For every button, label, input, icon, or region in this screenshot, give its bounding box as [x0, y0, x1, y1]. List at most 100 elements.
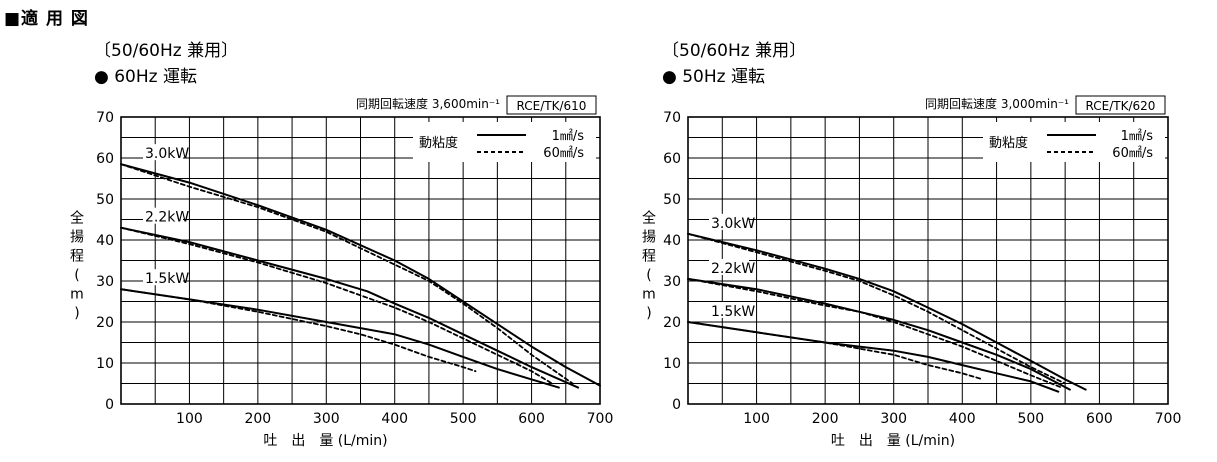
- model-label: RCE/TK/620: [1086, 99, 1156, 113]
- y-tick-label: 60: [663, 151, 681, 167]
- series-line-3-0kw-solid: [687, 232, 1087, 391]
- chart-1-note: 〔50/60Hz 兼用〕: [94, 41, 239, 61]
- chart-title: 同期回転速度 3,000min⁻¹: [925, 96, 1069, 111]
- chart-1: 0 10 20 30 40 50 60 70 100 200 300 400 500 600 700 吐 出 …: [70, 95, 614, 449]
- chart-legend: 動粘度 1㎟/s 60㎟/s: [413, 122, 596, 162]
- y-tick-label: 20: [96, 315, 114, 331]
- chart-legend: 動粘度 1㎟/s 60㎟/s: [983, 122, 1165, 162]
- x-tick-label: 400: [381, 411, 408, 427]
- y-axis-label-char: 程: [70, 249, 84, 265]
- y-axis-label-char: 全: [642, 210, 656, 227]
- x-tick-label: 600: [518, 411, 545, 427]
- x-tick-label: 600: [1086, 411, 1113, 427]
- series-line-3-0kw-solid: [120, 163, 601, 387]
- model-box: [1075, 95, 1166, 115]
- model-box: [506, 95, 597, 115]
- y-axis-label-char: (: [646, 268, 651, 284]
- series-line-3-0kw-dashed: [687, 232, 1066, 385]
- y-tick-label: 50: [96, 192, 114, 208]
- series-line-2-2kw-dashed: [687, 278, 1063, 389]
- y-axis-label-char: 揚: [642, 229, 656, 246]
- series-label-bg: [709, 213, 749, 230]
- y-tick-label: 10: [663, 356, 681, 372]
- x-axis-label: 吐 出 量 (L/min): [263, 433, 387, 449]
- y-axis-label-char: 程: [642, 249, 656, 265]
- series-label-3-0kw: 3.0kW: [711, 216, 755, 232]
- chart-series: [120, 163, 601, 389]
- y-axis-label-char: m: [70, 287, 84, 303]
- x-tick-label: 300: [880, 411, 907, 427]
- chart-2-note: 〔50/60Hz 兼用〕: [662, 41, 807, 61]
- y-axis-label-char: 全: [70, 210, 84, 227]
- series-label-2-2kw: 2.2kW: [145, 210, 189, 226]
- chart-title: 同期回転速度 3,600min⁻¹: [356, 96, 500, 111]
- x-tick-label: 400: [949, 411, 976, 427]
- page-title: ■適 用 図: [4, 9, 89, 29]
- y-axis-label-char: ): [646, 306, 651, 322]
- chart-grid: [688, 117, 1168, 404]
- x-tick-label: 100: [176, 411, 203, 427]
- y-tick-label: 0: [672, 397, 681, 413]
- series-line-2-2kw-solid: [687, 277, 1071, 391]
- y-tick-label: 30: [96, 274, 114, 290]
- y-axis-label: 全揚程 ( m): [642, 210, 656, 322]
- series-label-bg: [709, 302, 749, 318]
- y-tick-label: 10: [96, 356, 114, 372]
- y-axis-label-char: (: [74, 268, 79, 284]
- y-tick-label: 40: [96, 233, 114, 249]
- legend-background: [983, 122, 1165, 162]
- series-label-bg: [709, 258, 749, 275]
- chart-2: 0 10 20 30 40 50 60 70 100 200 300 400 500 600 700 吐 出 …: [642, 95, 1182, 449]
- y-tick-label: 70: [663, 110, 681, 126]
- x-tick-label: 700: [587, 411, 614, 427]
- y-tick-label: 20: [663, 315, 681, 331]
- legend-entry-label: 60㎟/s: [543, 146, 584, 161]
- legend-entry-label: 60㎟/s: [1112, 146, 1153, 161]
- x-tick-label: 200: [812, 411, 839, 427]
- series-label-bg: [143, 207, 183, 224]
- x-tick-label: 300: [313, 411, 340, 427]
- series-label-bg: [143, 269, 183, 286]
- legend-entry-label: 1㎟/s: [552, 129, 585, 144]
- model-label: RCE/TK/610: [517, 99, 587, 113]
- plot-frame: [687, 116, 1169, 405]
- series-label-1-5kw: 1.5kW: [711, 304, 755, 320]
- x-tick-label: 700: [1155, 411, 1182, 427]
- series-line-1-5kw-solid: [120, 288, 560, 389]
- legend-title: 動粘度: [419, 135, 458, 151]
- series-line-1-5kw-dashed: [120, 288, 477, 373]
- chart-grid: [121, 117, 600, 404]
- x-tick-label: 100: [743, 411, 770, 427]
- series-label-2-2kw: 2.2kW: [711, 261, 755, 277]
- series-line-1-5kw-dashed: [687, 321, 984, 381]
- legend-entry-label: 1㎟/s: [1121, 129, 1154, 144]
- x-axis-label: 吐 出 量 (L/min): [831, 433, 955, 449]
- series-line-3-0kw-dashed: [120, 163, 574, 385]
- y-axis-label: 全揚程 ( m): [70, 210, 84, 322]
- y-tick-label: 40: [663, 233, 681, 249]
- y-tick-label: 70: [96, 110, 114, 126]
- chart-2-frequency-label: ● 50Hz 運転: [662, 67, 765, 87]
- y-tick-label: 50: [663, 192, 681, 208]
- x-tick-label: 500: [450, 411, 477, 427]
- series-label-1-5kw: 1.5kW: [145, 271, 189, 287]
- plot-frame: [120, 116, 601, 405]
- y-tick-label: 60: [96, 151, 114, 167]
- chart-series: [687, 232, 1087, 393]
- x-tick-label: 500: [1017, 411, 1044, 427]
- series-line-2-2kw-dashed: [120, 226, 553, 385]
- y-axis-label-char: m: [642, 287, 656, 303]
- series-line-2-2kw-solid: [120, 226, 580, 389]
- legend-background: [413, 122, 596, 162]
- series-label-3-0kw: 3.0kW: [145, 146, 189, 162]
- y-axis-label-char: 揚: [70, 229, 84, 246]
- series-label-bg: [143, 144, 183, 161]
- chart-1-frequency-label: ● 60Hz 運転: [94, 67, 197, 87]
- y-tick-label: 0: [105, 397, 114, 413]
- legend-title: 動粘度: [989, 135, 1028, 151]
- y-tick-label: 30: [663, 274, 681, 290]
- series-line-1-5kw-solid: [687, 321, 1060, 393]
- x-tick-label: 200: [244, 411, 271, 427]
- y-axis-label-char: ): [74, 306, 79, 322]
